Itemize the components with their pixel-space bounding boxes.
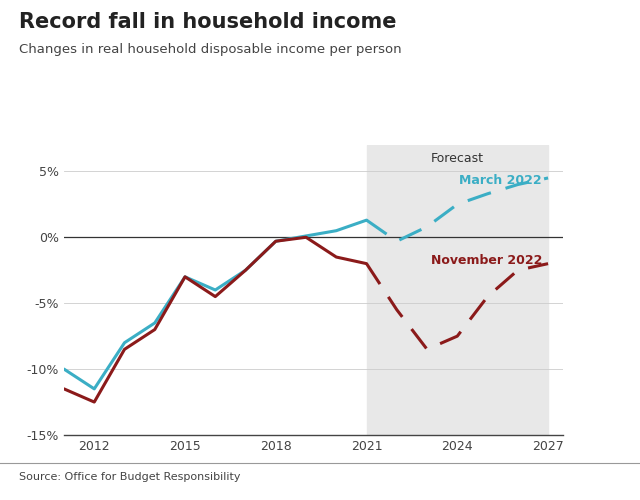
Bar [367, 145, 548, 435]
Text: Changes in real household disposable income per person: Changes in real household disposable inc… [19, 42, 402, 56]
Text: C: C [612, 476, 621, 486]
Text: November 2022: November 2022 [431, 254, 542, 268]
Text: B: B [570, 476, 578, 486]
Text: March 2022: March 2022 [460, 174, 542, 187]
Text: Forecast: Forecast [431, 152, 484, 164]
Text: Record fall in household income: Record fall in household income [19, 12, 397, 32]
Text: Source: Office for Budget Responsibility: Source: Office for Budget Responsibility [19, 472, 241, 482]
Text: B: B [591, 476, 600, 486]
